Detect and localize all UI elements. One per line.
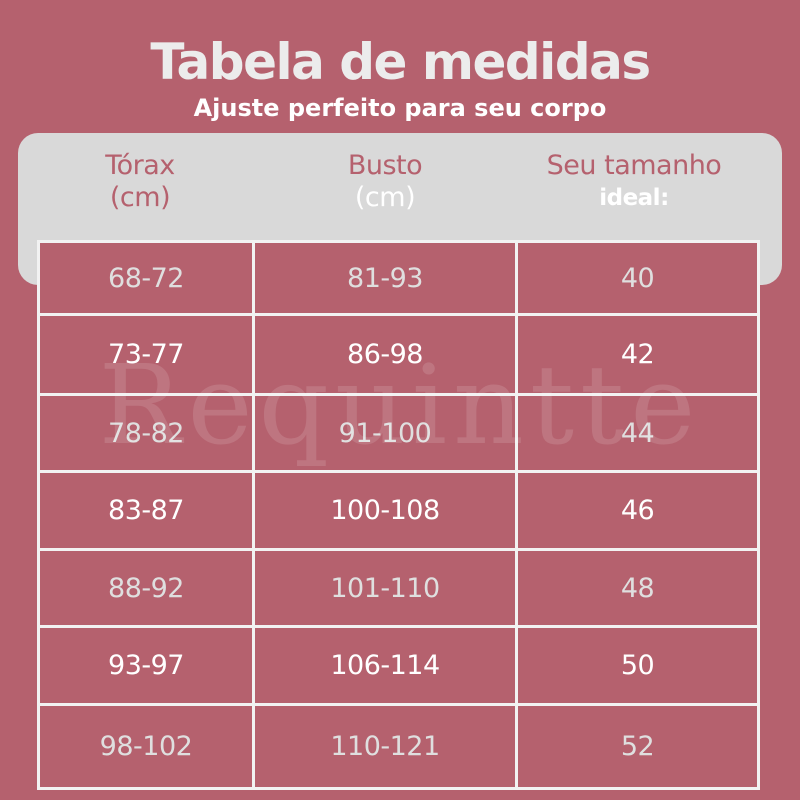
cell-tamanho: 52 <box>515 703 760 790</box>
cell-torax: 78-82 <box>37 393 255 473</box>
cell-torax: 93-97 <box>37 625 255 706</box>
cell-torax: 73-77 <box>37 313 255 396</box>
cell-busto: 81-93 <box>252 240 518 316</box>
cell-busto: 101-110 <box>252 548 518 628</box>
cell-tamanho: 48 <box>515 548 760 628</box>
header-tamanho-suffix: ideal: <box>599 185 669 211</box>
cell-torax: 83-87 <box>37 470 255 551</box>
cell-tamanho: 40 <box>515 240 760 316</box>
cell-tamanho: 44 <box>515 393 760 473</box>
cell-busto: 86-98 <box>252 313 518 396</box>
header-torax-unit: (cm) <box>109 182 171 213</box>
size-table: 68-72 81-93 40 73-77 86-98 42 78-82 91-100 44 83-… <box>37 240 760 790</box>
header-tamanho: Seu tamanho ideal: <box>520 150 748 214</box>
cell-torax: 88-92 <box>37 548 255 628</box>
cell-busto: 100-108 <box>252 470 518 551</box>
page-subtitle: Ajuste perfeito para seu corpo <box>193 94 607 122</box>
header-busto-label: Busto <box>347 150 423 181</box>
header-busto: Busto (cm) <box>285 150 485 214</box>
cell-torax: 68-72 <box>37 240 255 316</box>
cell-torax: 98-102 <box>37 703 255 790</box>
cell-busto: 91-100 <box>252 393 518 473</box>
cell-busto: 110-121 <box>252 703 518 790</box>
page-title: Tabela de medidas <box>150 33 651 91</box>
header-torax-label: Tórax <box>105 150 175 181</box>
cell-busto: 106-114 <box>252 625 518 706</box>
header-tamanho-label: Seu tamanho <box>546 150 722 181</box>
header-torax: Tórax (cm) <box>40 150 240 214</box>
header-busto-unit: (cm) <box>354 182 416 213</box>
cell-tamanho: 42 <box>515 313 760 396</box>
cell-tamanho: 46 <box>515 470 760 551</box>
cell-tamanho: 50 <box>515 625 760 706</box>
